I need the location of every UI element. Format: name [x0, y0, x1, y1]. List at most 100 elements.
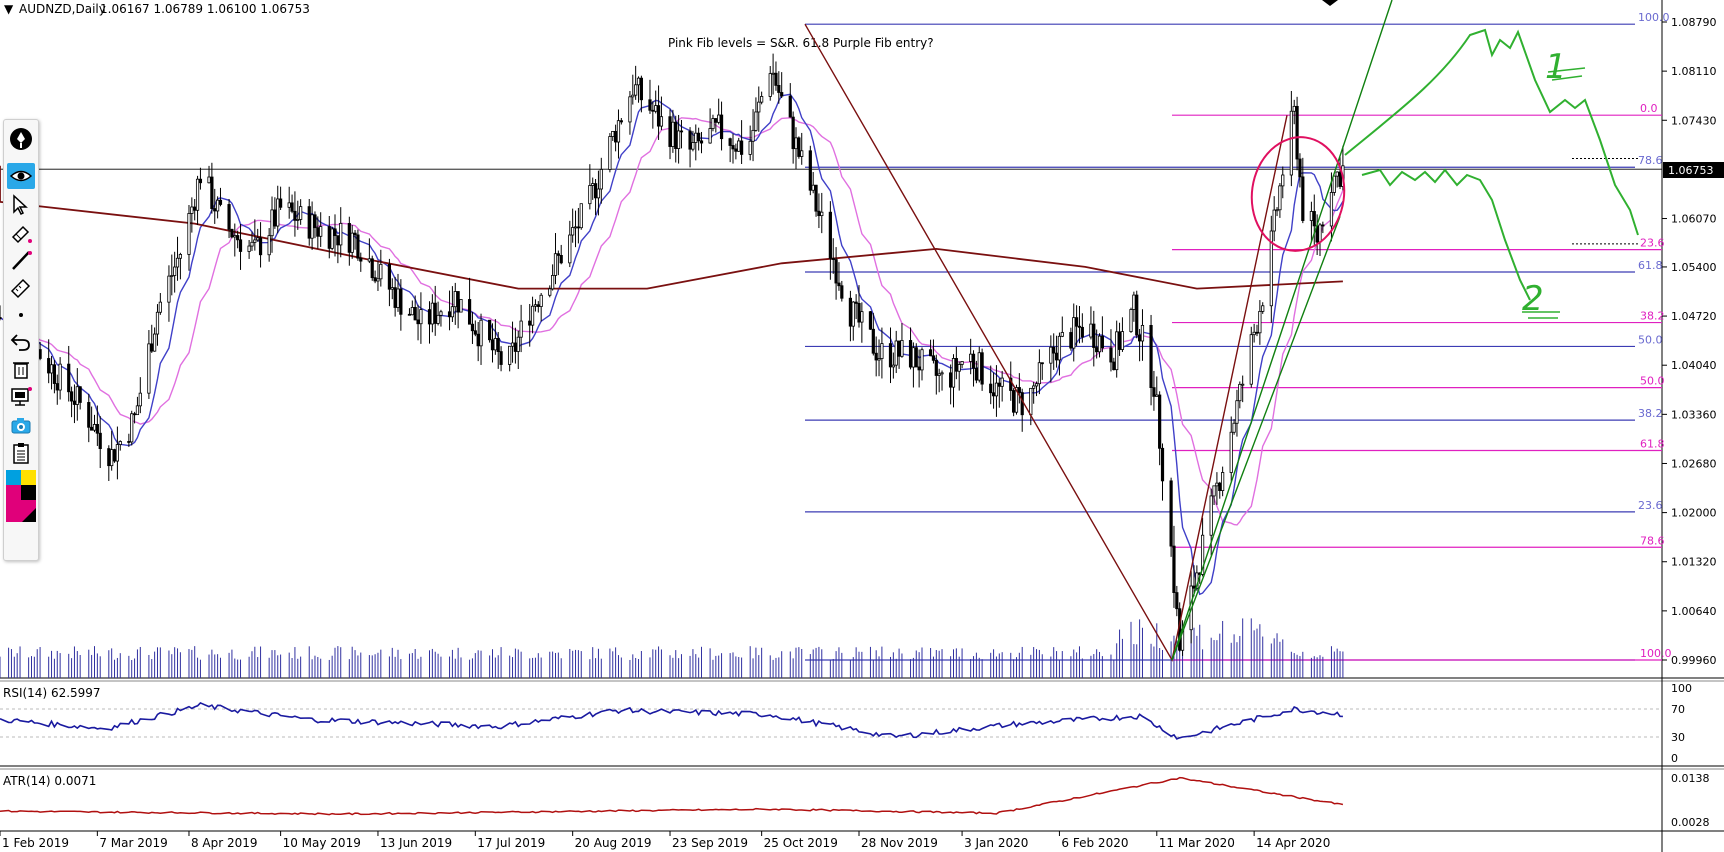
candle-body [450, 306, 455, 318]
atr-label: ATR(14) 0.0071 [3, 774, 96, 788]
line-icon[interactable] [7, 247, 35, 273]
price-axis-label: 1.08110 [1671, 65, 1717, 78]
purple-fib-label: 23.6 [1638, 499, 1663, 512]
undo-icon[interactable] [7, 328, 35, 354]
color-palette-icon[interactable] [6, 470, 36, 522]
ruler-icon[interactable] [7, 274, 35, 300]
time-axis-label: 6 Feb 2020 [1061, 836, 1128, 850]
candle-body [697, 132, 701, 142]
price-axis-label: 1.03360 [1671, 408, 1717, 421]
candle-body [937, 373, 941, 376]
candle-body [854, 301, 858, 304]
price-axis-label: 1.00640 [1671, 605, 1717, 618]
candle-body [47, 358, 51, 374]
camera-icon[interactable] [7, 412, 35, 438]
candle-body [373, 277, 377, 282]
trend-line-lower[interactable] [1171, 216, 1341, 661]
trend-line-upper[interactable] [1171, 0, 1393, 661]
candle-body [473, 330, 477, 335]
candle-body [376, 278, 380, 282]
scenario-2-path[interactable] [1361, 168, 1531, 301]
candle-body [888, 343, 893, 368]
time-axis-label: 20 Aug 2019 [575, 836, 652, 850]
purple-fib-label: 38.2 [1638, 407, 1663, 420]
moving-average-slow [0, 165, 1343, 290]
candle-body [1032, 385, 1036, 389]
candle-body [107, 448, 111, 467]
candle-body [330, 228, 334, 249]
logo-icon[interactable] [7, 126, 35, 152]
candle-body [556, 253, 560, 256]
candle-body [840, 285, 844, 299]
candle-body [1040, 362, 1044, 365]
candle-body [436, 314, 440, 324]
candle-body [118, 441, 122, 445]
candle-body [413, 307, 417, 321]
purple-fib-label: 50.0 [1638, 333, 1663, 346]
candle-body [828, 211, 832, 259]
price-axis-label: 1.02000 [1671, 507, 1717, 520]
dot-icon[interactable] [7, 302, 35, 328]
candle-body [1232, 422, 1236, 433]
current-price-label: 1.06753 [1668, 164, 1714, 177]
candle-body [1338, 171, 1342, 187]
candle-body [1080, 326, 1084, 338]
candle-body [539, 294, 543, 307]
candle-body [719, 114, 724, 140]
candle-body [708, 128, 712, 144]
rsi-axis-label: 100 [1671, 682, 1692, 695]
candle-body [814, 184, 818, 212]
candle-body [900, 340, 904, 357]
candle-body [848, 297, 853, 327]
clipboard-icon[interactable] [7, 440, 35, 466]
candle-body [920, 349, 924, 371]
candle-body [1172, 545, 1176, 593]
candle-body [1238, 383, 1242, 402]
candle-body [98, 432, 102, 449]
candle-body [390, 287, 394, 290]
candle-body [353, 232, 357, 236]
candle-body [788, 95, 792, 118]
candle-body [92, 424, 97, 431]
time-axis-label: 28 Nov 2019 [861, 836, 938, 850]
candle-body [1255, 331, 1259, 334]
scenario-2-label: 2 [1522, 279, 1544, 319]
candle-body [1077, 325, 1082, 328]
candle-body [951, 358, 956, 388]
candle-body [356, 234, 360, 259]
candle-body [1138, 334, 1142, 342]
candle-body [628, 96, 632, 123]
candle-body [639, 77, 643, 101]
candle-body [694, 132, 698, 143]
candle-body [38, 349, 42, 359]
candle-body [238, 239, 243, 252]
candle-body [267, 235, 271, 256]
candle-body [1332, 175, 1336, 193]
candle-body [737, 140, 741, 152]
eye-icon[interactable] [7, 163, 35, 189]
candle-body [95, 424, 99, 434]
candle-body [1218, 482, 1222, 491]
candle-body [170, 275, 174, 277]
candle-body [393, 287, 397, 308]
eraser-pen-icon[interactable] [7, 220, 35, 246]
candle-body [310, 214, 314, 239]
chart-header-arrow[interactable]: ▼ [4, 2, 14, 16]
candle-body [508, 345, 512, 365]
trash-icon[interactable] [7, 356, 35, 382]
candle-body [711, 118, 715, 129]
cursor-icon[interactable] [7, 192, 35, 218]
candle-body [880, 343, 884, 359]
candle-body [1017, 387, 1021, 394]
current-price-tag [1663, 162, 1724, 178]
candle-body [218, 199, 223, 205]
highlight-circle[interactable] [1245, 131, 1352, 257]
candle-body [1258, 310, 1262, 334]
candle-body [1335, 171, 1339, 177]
scenario-1-path[interactable] [1344, 28, 1639, 236]
monitor-icon[interactable] [7, 384, 35, 410]
candle-body [230, 228, 234, 238]
candle-body [614, 130, 618, 143]
candle-body [58, 363, 62, 391]
